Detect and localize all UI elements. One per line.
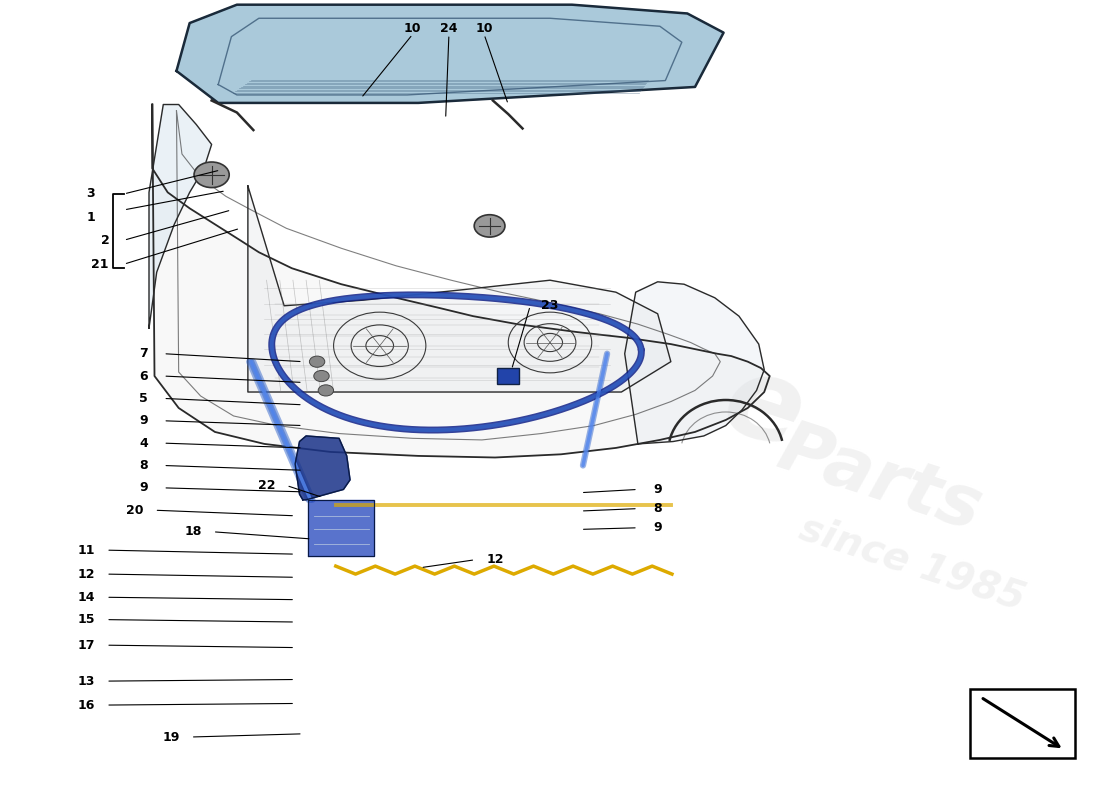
Circle shape bbox=[194, 162, 229, 187]
Text: 1: 1 bbox=[87, 211, 96, 225]
Text: 5: 5 bbox=[139, 392, 147, 405]
Text: 9: 9 bbox=[653, 483, 662, 496]
Bar bbox=[497, 368, 519, 384]
Text: 20: 20 bbox=[126, 504, 143, 517]
Text: 12: 12 bbox=[486, 554, 504, 566]
Polygon shape bbox=[176, 5, 724, 103]
Polygon shape bbox=[308, 500, 374, 556]
Text: 9: 9 bbox=[140, 414, 147, 427]
Text: 8: 8 bbox=[140, 459, 147, 472]
Text: 15: 15 bbox=[78, 613, 95, 626]
Text: 7: 7 bbox=[139, 347, 147, 360]
Text: 21: 21 bbox=[91, 258, 108, 270]
Circle shape bbox=[314, 370, 329, 382]
Bar bbox=[970, 689, 1075, 758]
Text: 13: 13 bbox=[78, 674, 95, 688]
Text: 16: 16 bbox=[78, 698, 95, 711]
Polygon shape bbox=[152, 105, 770, 458]
Text: 23: 23 bbox=[541, 299, 559, 312]
Text: Parts: Parts bbox=[769, 414, 990, 545]
Text: e: e bbox=[711, 343, 818, 473]
Text: 8: 8 bbox=[653, 502, 662, 515]
Text: 2: 2 bbox=[101, 234, 109, 246]
Text: 3: 3 bbox=[87, 187, 95, 201]
Text: 22: 22 bbox=[257, 479, 275, 492]
Text: 19: 19 bbox=[163, 730, 179, 743]
Text: since 1985: since 1985 bbox=[795, 510, 1031, 618]
Polygon shape bbox=[248, 186, 671, 392]
Text: 14: 14 bbox=[78, 590, 95, 604]
Text: 24: 24 bbox=[440, 22, 458, 35]
Text: 6: 6 bbox=[140, 370, 147, 382]
Polygon shape bbox=[625, 282, 764, 444]
Polygon shape bbox=[295, 436, 350, 500]
Text: 9: 9 bbox=[140, 482, 147, 494]
Text: 12: 12 bbox=[78, 567, 95, 581]
Circle shape bbox=[309, 356, 324, 367]
Text: 17: 17 bbox=[78, 638, 95, 652]
Text: 18: 18 bbox=[185, 526, 201, 538]
Text: 4: 4 bbox=[139, 437, 147, 450]
Polygon shape bbox=[148, 105, 211, 328]
Text: 10: 10 bbox=[475, 22, 493, 35]
Text: 11: 11 bbox=[78, 544, 95, 557]
Text: 9: 9 bbox=[653, 522, 662, 534]
Circle shape bbox=[318, 385, 333, 396]
Text: 10: 10 bbox=[404, 22, 421, 35]
Circle shape bbox=[474, 214, 505, 237]
